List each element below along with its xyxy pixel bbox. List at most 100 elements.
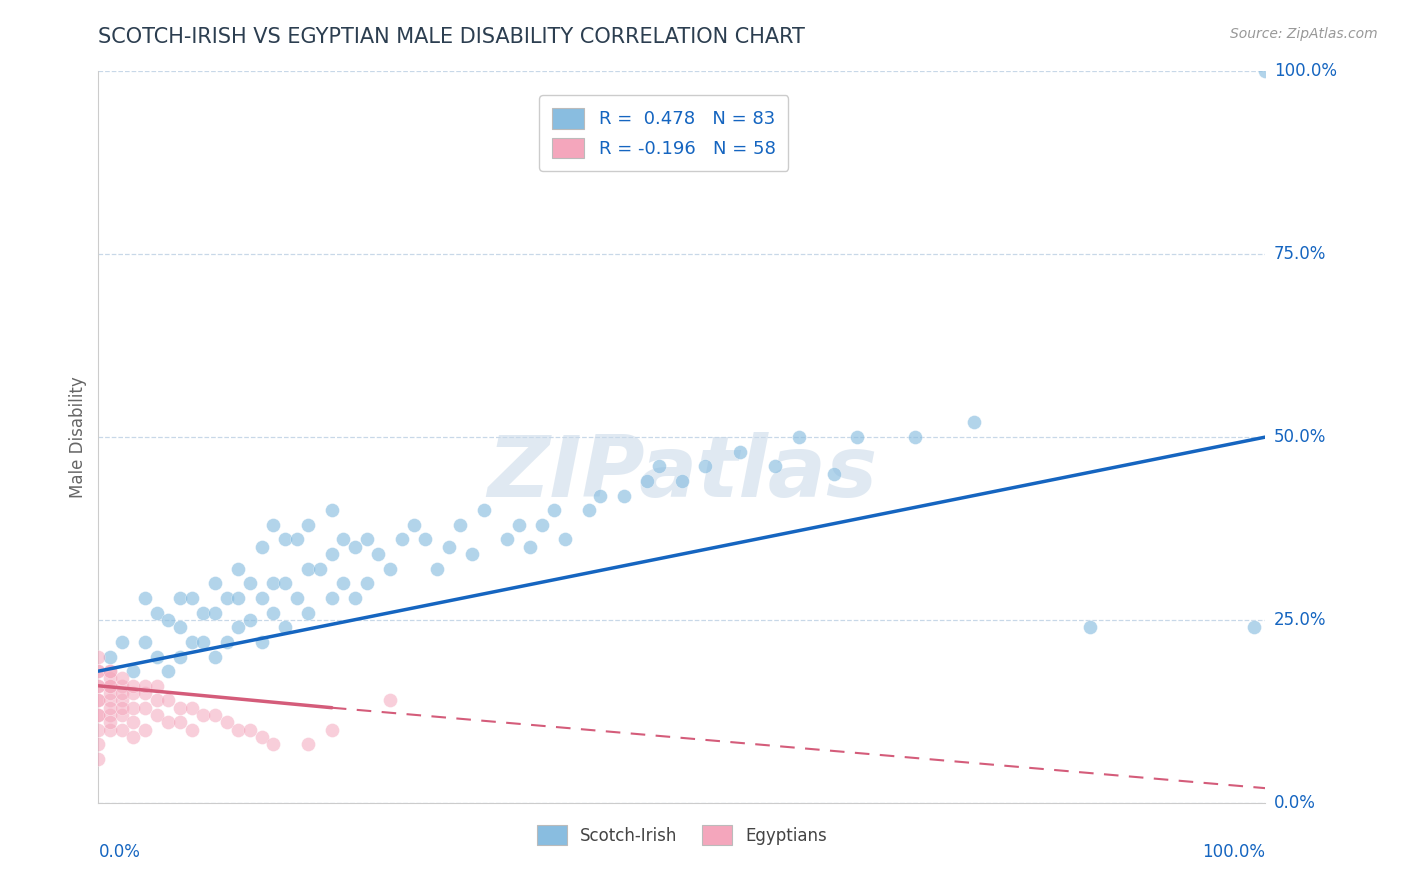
Point (215, 715, 238, 730)
Point (461, 547, 484, 561)
Point (87, 708, 110, 723)
Point (472, 503, 495, 517)
Point (380, 562, 402, 576)
Point (262, 606, 284, 620)
Point (122, 679, 145, 693)
Point (146, 606, 169, 620)
Point (157, 613, 180, 627)
Point (98, 686, 121, 700)
Point (204, 606, 226, 620)
Point (169, 649, 191, 664)
Point (274, 533, 297, 547)
Text: 0.0%: 0.0% (98, 843, 141, 861)
Point (228, 620, 250, 634)
Point (134, 700, 156, 714)
Point (134, 686, 156, 700)
Point (262, 517, 284, 532)
Point (297, 517, 319, 532)
Point (180, 723, 202, 737)
Point (204, 649, 226, 664)
Point (554, 533, 576, 547)
Point (367, 547, 389, 561)
Point (98, 693, 121, 707)
Point (180, 635, 202, 649)
Point (111, 686, 134, 700)
Point (157, 693, 180, 707)
Point (763, 459, 786, 474)
Text: SCOTCH-IRISH VS EGYPTIAN MALE DISABILITY CORRELATION CHART: SCOTCH-IRISH VS EGYPTIAN MALE DISABILITY… (98, 27, 806, 46)
Point (1254, 64, 1277, 78)
Point (169, 620, 191, 634)
Text: 50.0%: 50.0% (1274, 428, 1326, 446)
Y-axis label: Male Disability: Male Disability (69, 376, 87, 498)
Point (134, 679, 156, 693)
Text: 25.0%: 25.0% (1274, 611, 1326, 629)
Text: 100.0%: 100.0% (1202, 843, 1265, 861)
Point (508, 517, 530, 532)
Point (613, 489, 636, 503)
Point (321, 591, 343, 605)
Text: 0.0%: 0.0% (1274, 794, 1316, 812)
Point (215, 591, 238, 605)
Point (426, 562, 449, 576)
Point (111, 693, 134, 707)
Point (262, 576, 284, 591)
Point (228, 723, 250, 737)
Point (962, 416, 984, 430)
Point (250, 591, 273, 605)
Point (274, 620, 297, 634)
Point (589, 489, 612, 503)
Point (787, 430, 810, 444)
Point (134, 723, 156, 737)
Point (98, 664, 121, 678)
Point (157, 715, 180, 730)
Point (111, 679, 134, 693)
Point (87, 693, 110, 707)
Point (1243, 620, 1265, 634)
Point (344, 540, 367, 554)
Text: Source: ZipAtlas.com: Source: ZipAtlas.com (1230, 27, 1378, 41)
Point (647, 459, 669, 474)
Point (846, 430, 869, 444)
Point (111, 723, 134, 737)
Point (344, 591, 367, 605)
Point (87, 679, 110, 693)
Point (543, 503, 565, 517)
Point (111, 635, 134, 649)
Point (98, 664, 121, 678)
Point (496, 533, 519, 547)
Point (146, 649, 169, 664)
Point (87, 649, 110, 664)
Point (730, 444, 752, 458)
Point (87, 664, 110, 678)
Point (122, 700, 145, 714)
Point (111, 700, 134, 714)
Point (122, 664, 145, 678)
Point (122, 715, 145, 730)
Point (169, 591, 191, 605)
Point (332, 576, 354, 591)
Point (671, 474, 693, 488)
Point (193, 708, 215, 723)
Point (285, 591, 308, 605)
Text: ZIPatlas: ZIPatlas (486, 432, 877, 516)
Point (122, 686, 145, 700)
Point (239, 613, 262, 627)
Point (380, 693, 402, 707)
Point (437, 540, 460, 554)
Point (250, 540, 273, 554)
Point (98, 649, 121, 664)
Point (98, 708, 121, 723)
Text: 100.0%: 100.0% (1274, 62, 1337, 80)
Point (204, 708, 226, 723)
Point (98, 679, 121, 693)
Point (87, 664, 110, 678)
Point (356, 576, 378, 591)
Point (134, 635, 156, 649)
Point (169, 715, 191, 730)
Point (402, 517, 425, 532)
Point (87, 693, 110, 707)
Point (285, 533, 308, 547)
Point (239, 723, 262, 737)
Point (228, 591, 250, 605)
